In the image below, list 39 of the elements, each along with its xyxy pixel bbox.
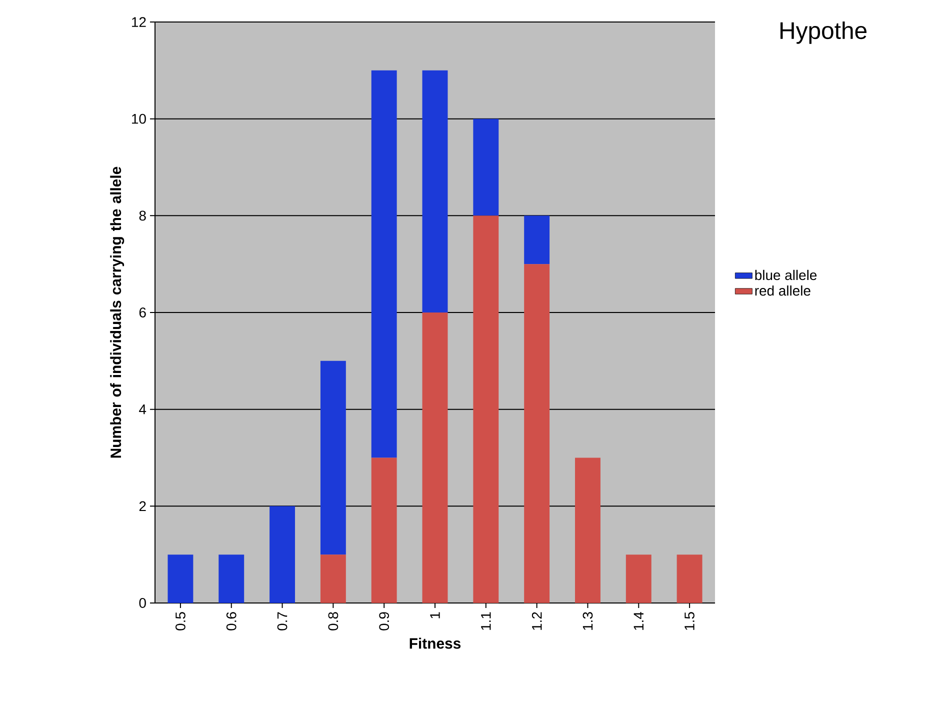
legend-label: red allele [755,285,810,296]
bar [473,216,499,604]
bar [524,264,550,604]
x-tick-label: 1.1 [481,612,491,630]
bar [676,554,702,604]
x-tick-label: 1.3 [582,612,593,630]
bar [422,70,448,313]
bar [371,70,397,458]
bar [218,554,244,604]
y-tick-label: 8 [139,210,146,221]
y-tick-label: 12 [132,17,146,27]
x-tick-label: 0.5 [176,612,186,630]
x-tick-label: 0.6 [226,612,236,630]
x-tick-label: 1.4 [634,612,644,630]
x-tick-label: 1.2 [532,612,542,630]
bar [320,554,346,604]
bar [626,554,652,604]
y-tick-label: 6 [139,308,146,318]
bar [524,216,550,264]
x-tick-label: 0.8 [328,612,338,630]
y-tick-label: 10 [132,114,146,124]
y-tick-label: 4 [139,404,146,414]
bar [320,360,346,555]
x-tick-label: 0.7 [277,612,288,630]
text: Hypothe [780,22,867,44]
bar [371,458,397,604]
y-axis-title: Number of individuals carrying the allele [110,166,124,458]
bar [473,118,499,216]
bar [168,554,194,604]
x-tick-label: 0.9 [379,612,390,630]
bar [270,506,296,604]
legend-label: blue allele [755,270,817,280]
x-tick-label: 1.5 [684,612,694,630]
bar [422,312,448,604]
x-tick-label: 1 [430,612,440,618]
y-tick-label: 2 [139,501,146,512]
y-tick-label: 0 [139,598,146,608]
x-axis-title: Fitness [410,638,461,649]
bar [575,458,600,604]
